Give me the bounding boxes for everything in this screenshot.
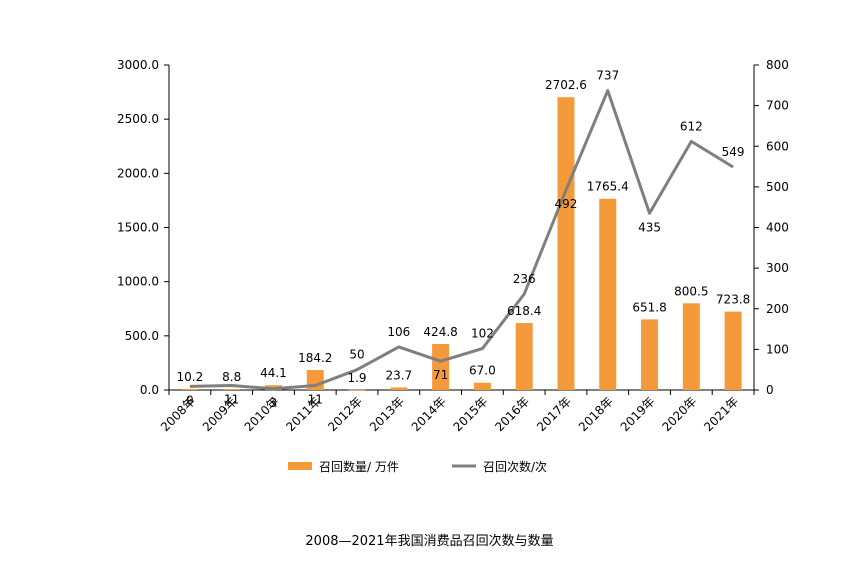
bar-data-label: 8.8: [222, 370, 241, 384]
right-tick-label: 700: [766, 99, 789, 113]
bar: [223, 389, 241, 390]
chart-caption: 2008—2021年我国消费品召回次数与数量: [305, 534, 554, 549]
right-tick-label: 400: [766, 221, 789, 235]
bar: [181, 388, 199, 390]
x-tick-label: 2021年: [701, 394, 741, 434]
x-tick-label: 2020年: [659, 394, 699, 434]
right-tick-label: 300: [766, 261, 789, 275]
x-tick-label: 2017年: [534, 394, 574, 434]
x-tick-label: 2018年: [576, 394, 616, 434]
x-tick-label: 2013年: [367, 394, 407, 434]
bar: [557, 97, 575, 391]
left-tick-label: 2000.0: [117, 166, 159, 180]
bar: [432, 343, 450, 390]
line-data-label: 11: [308, 393, 323, 407]
line-data-label: 3: [270, 396, 278, 410]
line-series: [189, 89, 734, 391]
left-tick-label: 500.0: [125, 329, 159, 343]
legend-bar-swatch: [288, 462, 312, 470]
x-tick-label: 2014年: [409, 394, 449, 434]
line-data-label: 492: [555, 197, 578, 211]
legend-bar-label: 召回数量/ 万件: [319, 459, 399, 474]
legend-line-label: 召回次数/次: [483, 459, 547, 474]
bar: [390, 387, 408, 390]
bar-data-label: 10.2: [177, 370, 204, 384]
line-data-label: 236: [513, 272, 536, 286]
line-data-label: 612: [680, 119, 703, 133]
line-data-label: 102: [471, 327, 494, 341]
bar-data-label: 1765.4: [587, 180, 629, 194]
bar-data-label: 2702.6: [545, 78, 587, 92]
line-data-label: 435: [638, 220, 661, 234]
line-data-label: 549: [722, 145, 745, 159]
bar-data-label: 651.8: [632, 300, 666, 314]
left-tick-label: 3000.0: [117, 58, 159, 72]
right-tick-label: 500: [766, 180, 789, 194]
bar-data-label: 184.2: [298, 351, 332, 365]
x-tick-label: 2016年: [492, 394, 532, 434]
left-tick-label: 2500.0: [117, 112, 159, 126]
left-tick-label: 0.0: [140, 383, 159, 397]
line-data-label: 11: [224, 393, 239, 407]
bar-data-label: 23.7: [385, 368, 412, 382]
bar: [724, 311, 742, 390]
left-tick-label: 1000.0: [117, 275, 159, 289]
line-data-label: 737: [596, 69, 619, 83]
x-tick-label: 2012年: [325, 394, 365, 434]
right-tick-label: 200: [766, 302, 789, 316]
bar: [348, 389, 366, 391]
bar-data-label: 618.4: [507, 304, 541, 318]
bar: [473, 382, 491, 390]
bar-data-label: 67.0: [469, 364, 496, 378]
bar-data-label: 800.5: [674, 284, 708, 298]
bar-data-label: 44.1: [260, 366, 287, 380]
bar-data-label: 1.9: [347, 371, 366, 385]
x-tick-label: 2019年: [618, 394, 658, 434]
bar-data-label: 723.8: [716, 293, 750, 307]
right-tick-label: 0: [766, 383, 774, 397]
line-data-label: 106: [387, 325, 410, 339]
line-data-label: 50: [349, 348, 364, 362]
x-tick-label: 2015年: [451, 394, 491, 434]
line-data-label: 9: [186, 393, 194, 407]
bar-data-label: 424.8: [423, 325, 457, 339]
right-tick-label: 100: [766, 342, 789, 356]
right-tick-label: 600: [766, 139, 789, 153]
right-tick-label: 800: [766, 58, 789, 72]
bar: [599, 198, 617, 390]
bar: [515, 323, 533, 390]
bar: [641, 319, 659, 390]
bar: [682, 303, 700, 390]
left-tick-label: 1500.0: [117, 221, 159, 235]
line-data-label: 71: [433, 368, 448, 382]
